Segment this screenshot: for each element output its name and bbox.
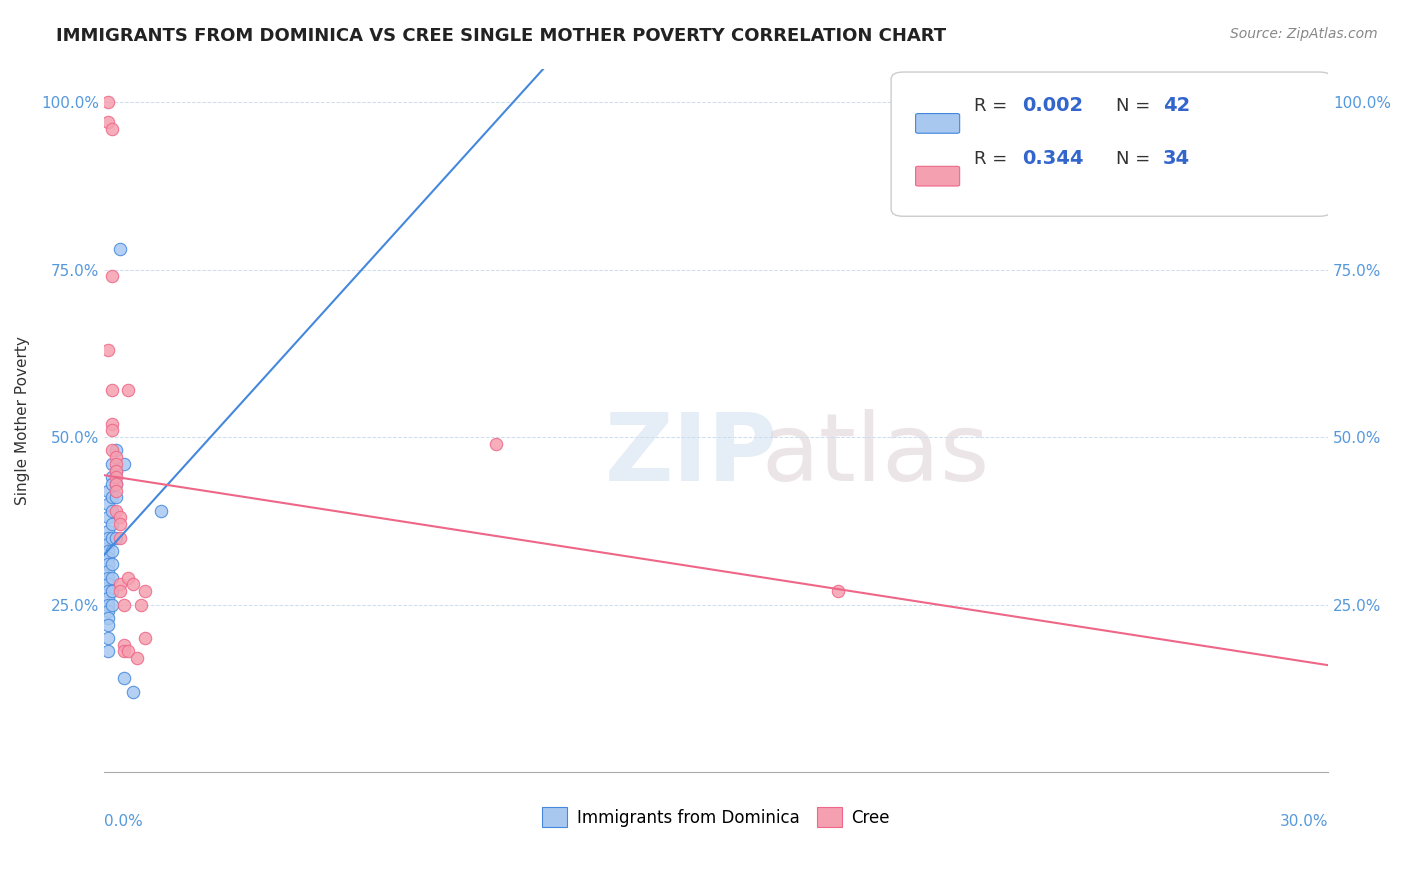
Point (105, 504, 128, 518)
Point (101, 571, 124, 585)
Point (112, 644, 135, 658)
Text: 0.002: 0.002 (1022, 96, 1083, 115)
Point (101, 417, 124, 431)
Point (105, 457, 128, 471)
Point (97, 584, 120, 599)
Point (97, 510, 120, 524)
Point (110, 510, 132, 524)
Point (101, 584, 124, 599)
Point (105, 464, 128, 478)
Point (101, 443, 124, 458)
Point (97, 604, 120, 618)
Point (105, 491, 128, 505)
Point (110, 577, 132, 591)
Point (150, 504, 173, 518)
Point (97, 343, 120, 357)
Point (97, 95, 120, 109)
Point (97, 558, 120, 572)
Text: ZIP: ZIP (605, 409, 778, 501)
Point (101, 504, 124, 518)
Point (101, 598, 124, 612)
Text: N =: N = (1116, 97, 1156, 115)
Text: IMMIGRANTS FROM DOMINICA VS CREE SINGLE MOTHER POVERTY CORRELATION CHART: IMMIGRANTS FROM DOMINICA VS CREE SINGLE … (56, 27, 946, 45)
Point (97, 577, 120, 591)
Point (134, 584, 156, 599)
Point (110, 531, 132, 545)
Point (105, 531, 128, 545)
Point (97, 537, 120, 551)
FancyBboxPatch shape (915, 113, 960, 133)
Point (112, 598, 135, 612)
Text: Source: ZipAtlas.com: Source: ZipAtlas.com (1230, 27, 1378, 41)
Text: R =: R = (974, 150, 1014, 168)
Point (97, 531, 120, 545)
Point (112, 638, 135, 652)
Point (97, 564, 120, 578)
FancyBboxPatch shape (915, 166, 960, 186)
Point (97, 617, 120, 632)
Point (97, 591, 120, 605)
Point (97, 115, 120, 129)
Y-axis label: Single Mother Poverty: Single Mother Poverty (15, 336, 30, 505)
Legend: Immigrants from Dominica, Cree: Immigrants from Dominica, Cree (536, 800, 897, 834)
Point (110, 517, 132, 532)
Text: R =: R = (974, 97, 1014, 115)
Point (101, 470, 124, 484)
Point (134, 631, 156, 645)
Point (105, 477, 128, 491)
Point (485, 436, 508, 450)
Text: 0.344: 0.344 (1022, 149, 1084, 168)
Point (97, 497, 120, 511)
Point (97, 611, 120, 625)
Point (105, 443, 128, 458)
Point (105, 464, 128, 478)
Point (101, 457, 124, 471)
Point (101, 558, 124, 572)
Text: 0.0%: 0.0% (104, 814, 143, 830)
Point (97, 544, 120, 558)
Text: 30.0%: 30.0% (1279, 814, 1329, 830)
Text: 42: 42 (1163, 96, 1189, 115)
Point (129, 598, 152, 612)
Point (97, 550, 120, 565)
Point (117, 571, 139, 585)
Point (101, 517, 124, 532)
Point (105, 450, 128, 464)
Point (97, 644, 120, 658)
Point (121, 577, 143, 591)
Text: 34: 34 (1163, 149, 1189, 168)
Point (101, 491, 124, 505)
Point (101, 423, 124, 437)
Point (117, 383, 139, 397)
Point (105, 483, 128, 498)
Point (105, 477, 128, 491)
Point (112, 457, 135, 471)
Text: N =: N = (1116, 150, 1156, 168)
Point (97, 631, 120, 645)
Point (101, 383, 124, 397)
Point (101, 544, 124, 558)
Point (125, 651, 148, 665)
Point (110, 243, 132, 257)
Point (97, 524, 120, 538)
Point (97, 598, 120, 612)
Point (112, 671, 135, 685)
Point (97, 483, 120, 498)
Point (101, 477, 124, 491)
Point (101, 269, 124, 284)
Point (827, 584, 849, 599)
Point (110, 584, 132, 599)
FancyBboxPatch shape (891, 72, 1331, 216)
Point (97, 571, 120, 585)
Point (101, 531, 124, 545)
Point (101, 121, 124, 136)
Text: atlas: atlas (761, 409, 990, 501)
Point (117, 644, 139, 658)
Point (105, 470, 128, 484)
Point (121, 684, 143, 698)
